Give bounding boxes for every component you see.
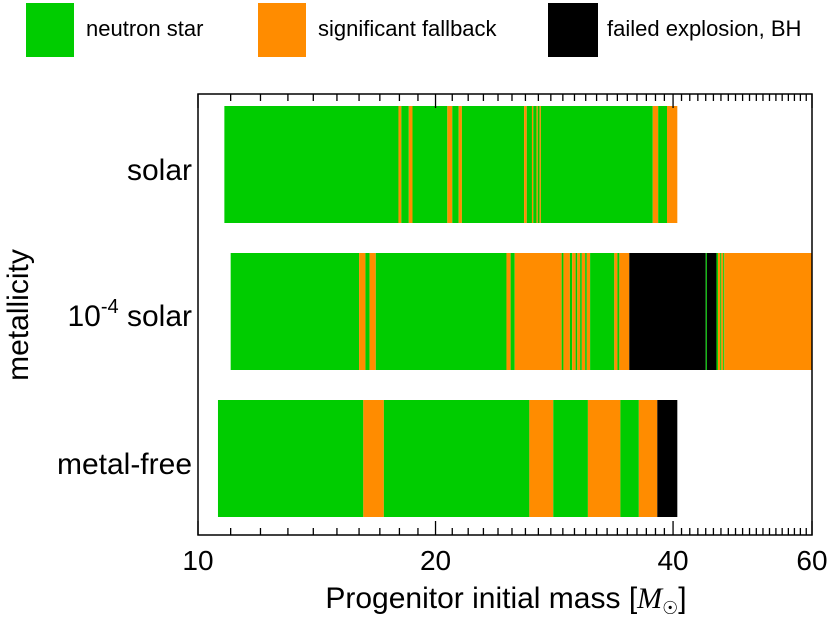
bar-segment-solar-ns [224, 106, 399, 223]
bar-segment-solar-ns [533, 106, 537, 223]
bar-segment-low-z-bh [629, 253, 706, 370]
bar-segment-solar-ns [461, 106, 525, 223]
bar-segment-solar-ns [658, 106, 667, 223]
bar-segment-metal-free-ns [620, 400, 639, 517]
y-axis-title: metallicity [2, 249, 35, 381]
bar-segment-low-z-fb [586, 253, 591, 370]
bar-segment-solar-fb [531, 106, 534, 223]
bar-segment-solar-fb [408, 106, 413, 223]
bar-segment-metal-free-fb [638, 400, 658, 517]
category-label-low-z: 10-4 solar [67, 296, 192, 333]
bar-segment-metal-free-fb [587, 400, 621, 517]
category-label-solar: solar [127, 154, 192, 187]
bar-segment-metal-free-ns [217, 400, 364, 517]
legend: neutron star significant fallback failed… [26, 3, 801, 57]
x-axis-title: Progenitor initial mass [M☉] [325, 582, 686, 618]
bar-segment-low-z-ns [375, 253, 507, 370]
category-label-low-z-rest: solar [119, 300, 192, 333]
bar-segment-low-z-ns [585, 253, 587, 370]
bar-segment-solar-fb [458, 106, 462, 223]
bar-segment-solar-fb [536, 106, 538, 223]
bar-segment-low-z-fb [563, 253, 570, 370]
bar-segment-solar-ns [412, 106, 448, 223]
legend-item-neutron-star: neutron star [26, 3, 203, 57]
legend-label-significant-fallback: significant fallback [318, 16, 498, 41]
bar-segment-low-z-fb [572, 253, 576, 370]
x-axis-title-unit: M [636, 582, 664, 615]
legend-swatch-failed-explosion [548, 3, 598, 57]
bar-segment-solar-fb [524, 106, 527, 223]
bar-segment-low-z-fb [359, 253, 366, 370]
bar-segment-low-z-ns [705, 253, 707, 370]
bar-segment-low-z-fb [614, 253, 618, 370]
bar-segment-solar-fb [652, 106, 659, 223]
x-ticks: 10 20 40 60 [182, 94, 828, 576]
bar-segment-low-z-fb [721, 253, 724, 370]
category-label-metal-free: metal-free [57, 448, 192, 481]
bar-segment-low-z-ns [580, 253, 582, 370]
legend-swatch-significant-fallback [258, 3, 306, 57]
x-axis-title-close: ] [678, 582, 686, 615]
bar-segment-low-z-fb [581, 253, 586, 370]
bar-segment-low-z-fb [514, 253, 562, 370]
bar-segment-low-z-ns [230, 253, 360, 370]
bar-segment-solar-ns [526, 106, 532, 223]
legend-label-failed-explosion: failed explosion, BH [607, 16, 801, 41]
bar-segment-low-z-ns [617, 253, 620, 370]
bar-segment-metal-free-fb [363, 400, 384, 517]
bar-segment-metal-free-bh [657, 400, 678, 517]
category-label-low-z-base: 10 [67, 300, 100, 333]
x-axis-title-text: Progenitor initial mass [ [325, 582, 637, 615]
bar-segment-low-z-ns [590, 253, 615, 370]
legend-swatch-neutron-star [26, 3, 74, 57]
bar-segment-solar-ns [537, 106, 540, 223]
x-tick-label: 40 [657, 545, 688, 576]
bar-segment-solar-ns [452, 106, 459, 223]
bar-segment-solar-fb [447, 106, 453, 223]
bar-segment-solar-ns [401, 106, 409, 223]
bar-segment-low-z-fb [369, 253, 376, 370]
bar-segment-metal-free-ns [383, 400, 530, 517]
legend-label-neutron-star: neutron star [86, 16, 203, 41]
bar-segment-low-z-fb [577, 253, 581, 370]
bar-segment-solar-fb [539, 106, 541, 223]
bar-segment-low-z-ns [561, 253, 564, 370]
category-label-low-z-exponent: -4 [101, 296, 119, 318]
bars [217, 106, 812, 517]
bar-segment-metal-free-fb [529, 400, 554, 517]
bar-segment-low-z-ns [365, 253, 370, 370]
legend-item-significant-fallback: significant fallback [258, 3, 498, 57]
plot-frame [197, 93, 813, 536]
legend-item-failed-explosion: failed explosion, BH [548, 3, 801, 57]
bar-segment-low-z-fb [717, 253, 721, 370]
y-category-labels: solar 10-4 solar metal-free [57, 154, 192, 481]
bar-segment-solar-ns [540, 106, 653, 223]
x-tick-label: 10 [182, 545, 213, 576]
bar-segment-solar-fb [398, 106, 402, 223]
bar-segment-low-z-ns [575, 253, 578, 370]
bar-segment-low-z-ns [723, 253, 725, 370]
bar-segment-low-z-ns [720, 253, 722, 370]
x-tick-label: 60 [796, 545, 827, 576]
bar-segment-low-z-fb [724, 253, 812, 370]
bar-segment-low-z-fb [506, 253, 511, 370]
bar-segment-low-z-ns [569, 253, 573, 370]
x-tick-label: 20 [420, 545, 451, 576]
x-axis-title-unit-sub: ☉ [662, 598, 678, 618]
bar-segment-low-z-ns [510, 253, 515, 370]
bar-segment-low-z-fb [619, 253, 630, 370]
bar-segment-low-z-bh [706, 253, 717, 370]
bar-segment-solar-fb [667, 106, 678, 223]
bar-segment-metal-free-ns [553, 400, 588, 517]
bar-segment-low-z-ns [716, 253, 718, 370]
